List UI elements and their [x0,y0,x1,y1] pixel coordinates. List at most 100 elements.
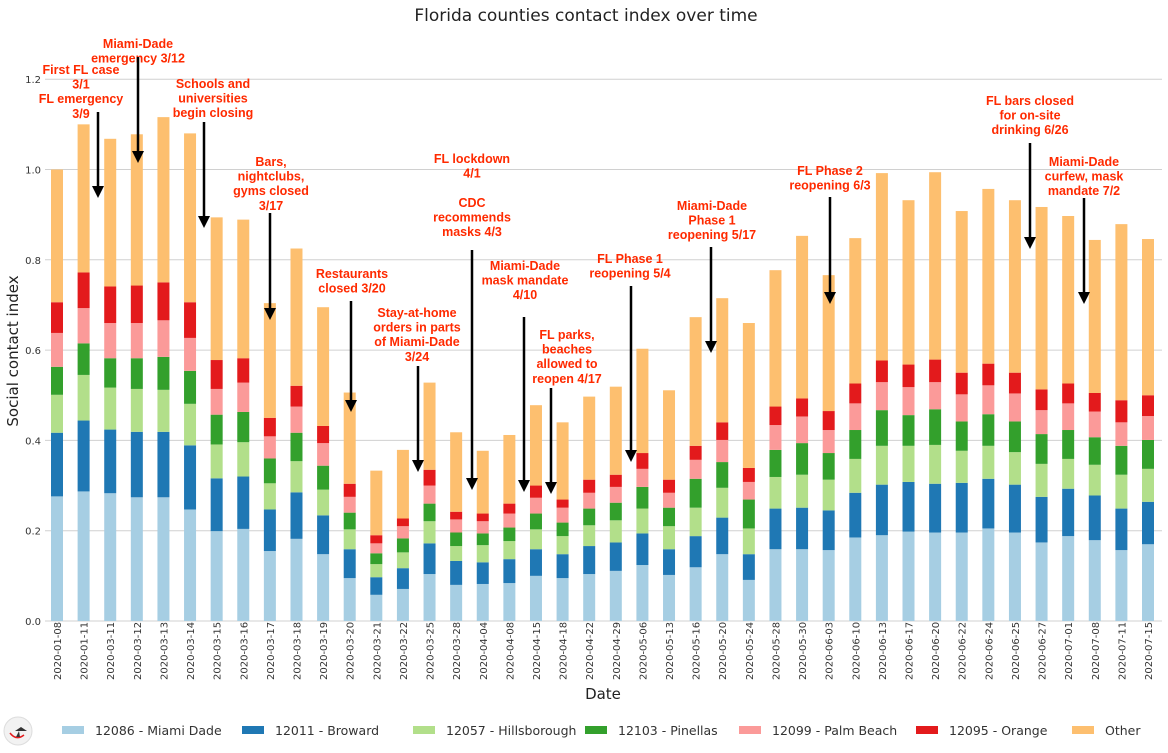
bar-segment [77,343,90,375]
bar-segment [742,554,755,580]
bar-segment [396,526,409,539]
x-tick-label: 2020-03-13 [159,622,170,680]
bar-segment [529,513,542,530]
annotation-text: FL lockdown [434,152,510,166]
bar-segment [1115,400,1128,423]
bar-segment [1035,496,1048,543]
bar-segment [370,577,383,595]
bar-segment [902,481,915,532]
bar-segment [822,510,835,551]
bar-segment [77,124,90,273]
bar-segment [583,479,596,493]
bar-segment [902,445,915,482]
bar-segment [583,508,596,526]
x-tick-label: 2020-03-25 [426,622,437,680]
bar-segment [1115,508,1128,551]
bar-segment [689,536,702,568]
annotation-arrow-head-icon [132,151,144,163]
annotation-text: 3/17 [259,199,283,213]
bar-segment [1088,239,1101,393]
bar-segment [849,537,862,621]
bar-segment [396,552,409,569]
annotation-text: begin closing [173,106,254,120]
bar-segment [1035,206,1048,390]
bar-segment [210,217,223,361]
annotation-arrow-head-icon [1078,292,1090,304]
x-tick-label: 2020-03-17 [266,622,277,680]
bar-segment [556,578,569,621]
bar-segment [929,172,942,360]
bar-segment [1088,392,1101,412]
bar-segment [982,363,995,386]
bar-segment [716,554,729,621]
bar-segment [157,320,170,357]
bar-segment [184,445,197,510]
bar-segment [716,422,729,440]
annotation-text: Miami-Dade [677,199,747,213]
annotation-arrow-head-icon [1024,237,1036,249]
bar-segment [849,383,862,404]
annotation-text: closed 3/20 [318,282,385,296]
bar-segment [1142,468,1154,502]
bar-segment [929,382,942,410]
bar-segment [929,409,942,445]
bar-segment [689,459,702,479]
x-tick-label: 2020-06-20 [931,622,942,680]
x-tick-label: 2020-03-12 [133,622,144,680]
bar-segment [184,302,197,338]
x-tick-label: 2020-07-11 [1117,622,1128,680]
bar-segment [51,332,63,367]
bar-segment [902,531,915,621]
annotation-text: gyms closed [233,184,309,198]
bar-segment [636,453,649,469]
bar-segment [1062,430,1075,459]
bar-segment [849,458,862,493]
bar-segment [450,532,463,547]
bar-segment [317,554,330,621]
annotation-text: 3/24 [405,350,429,364]
annotation-text: 3/1 [72,78,89,92]
bar-segment [263,436,276,459]
annotation-arrow-head-icon [466,478,478,490]
x-tick-label: 2020-03-20 [346,622,357,680]
bar-segment [636,508,649,534]
bar-segment [1142,416,1154,440]
bar-segment [982,188,995,364]
bar-segment [822,550,835,621]
bar-segment [237,411,250,443]
bar-segment [423,574,436,621]
bar-segment [317,489,330,516]
bar-segment [955,450,968,483]
annotation-text: nightclubs, [238,170,305,184]
bar-segment [157,389,170,432]
bar-segment [1142,239,1154,396]
bar-segment [1115,445,1128,475]
bar-segment [51,169,63,303]
bar-segment [237,382,250,412]
bar-segment [263,303,276,418]
bar-segment [396,518,409,527]
bar-segment [1008,532,1021,621]
bar-segment [343,529,356,550]
bar-segment [955,532,968,621]
bar-segment [370,594,383,621]
bar-segment [130,358,143,389]
bar-segment [556,507,569,523]
bar-segment [396,588,409,621]
bar-segment [769,508,782,550]
x-tick-label: 2020-06-27 [1038,622,1049,680]
bar-segment [1062,536,1075,621]
bar-segment [157,356,170,390]
x-tick-label: 2020-05-24 [745,622,756,680]
annotation-text: of Miami-Dade [374,335,459,349]
bar-segment [663,526,676,550]
annotation-text: mask mandate [482,274,569,288]
annotation-text: Miami-Dade [1049,155,1119,169]
x-axis-label: Date [585,685,621,703]
bar-segment [343,512,356,530]
annotation-text: 4/10 [513,288,537,302]
bar-segment [184,370,197,404]
